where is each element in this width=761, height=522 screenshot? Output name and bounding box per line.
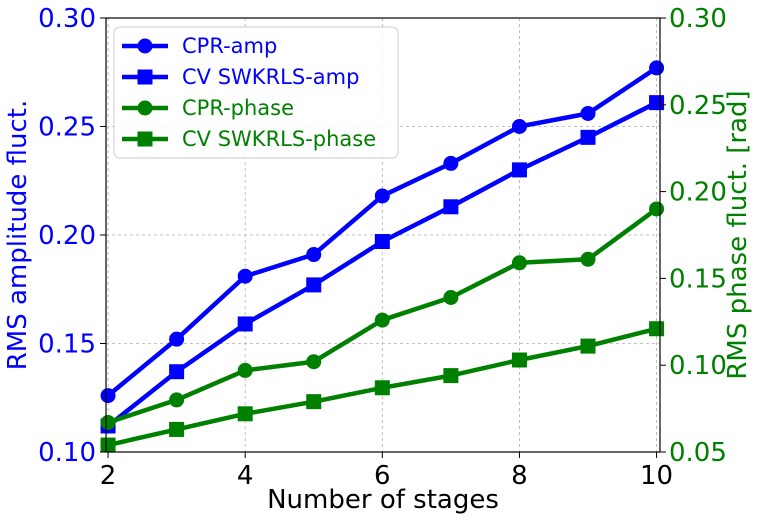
data-point [443, 199, 459, 215]
legend-label: CPR-phase [182, 96, 294, 120]
data-point [511, 352, 527, 368]
legend-item: CPR-phase [122, 96, 294, 120]
data-point [374, 188, 390, 204]
data-point [306, 277, 322, 293]
data-point [374, 234, 390, 250]
data-point [237, 406, 253, 422]
data-point [169, 364, 185, 380]
data-point [649, 321, 665, 337]
legend-label: CPR-amp [182, 34, 277, 58]
legend-marker [137, 38, 153, 54]
data-point [649, 95, 665, 111]
data-point [511, 119, 527, 134]
data-point [169, 331, 185, 347]
series-layer [100, 60, 665, 453]
data-point [443, 289, 459, 305]
series-cv-swkrls-phase [100, 321, 665, 453]
left-y-tick-label: 0.20 [38, 221, 96, 251]
left-y-tick-label: 0.25 [38, 113, 96, 143]
data-point [306, 394, 322, 410]
x-tick-label: 10 [640, 461, 673, 491]
legend-item: CPR-amp [122, 34, 277, 58]
series-cpr-amp [100, 60, 665, 404]
x-tick-label: 4 [237, 461, 254, 491]
data-point [237, 268, 253, 284]
axis-ticks: 2 4 6 8 10 0.10 0.15 0.20 0.25 0.30 0.05 0.10 0.15 0.… [38, 4, 727, 491]
legend-marker [137, 69, 153, 85]
legend-item: CV SWKRLS-amp [122, 65, 359, 89]
left-y-tick-label: 0.10 [38, 438, 96, 468]
left-y-tick-label: 0.30 [38, 4, 96, 34]
data-point [237, 362, 253, 378]
right-y-tick-label: 0.25 [669, 91, 727, 121]
legend-marker [137, 100, 153, 116]
data-point [100, 388, 116, 404]
data-point [649, 60, 665, 76]
data-point [306, 247, 322, 263]
data-point [374, 312, 390, 328]
data-point [100, 414, 116, 430]
x-tick-label: 8 [511, 461, 528, 491]
data-point [580, 129, 596, 145]
legend-label: CV SWKRLS-amp [182, 65, 359, 89]
legend-box [113, 26, 399, 159]
right-y-tick-label: 0.15 [669, 264, 727, 294]
data-point [511, 255, 527, 271]
right-y-tick-label: 0.30 [669, 4, 727, 34]
data-point [237, 316, 253, 332]
left-y-axis-label: RMS amplitude fluct. [3, 100, 33, 371]
data-point [580, 338, 596, 354]
data-point [100, 437, 116, 453]
data-point [580, 105, 596, 121]
left-y-tick-label: 0.15 [38, 330, 96, 360]
legend-label: CV SWKRLS-phase [182, 127, 376, 151]
data-point [511, 162, 527, 178]
legend-marker [137, 131, 153, 147]
data-point [649, 201, 665, 217]
data-point [306, 354, 322, 370]
data-point [443, 155, 459, 171]
right-y-tick-label: 0.10 [669, 351, 727, 381]
data-point [169, 421, 185, 437]
data-point [169, 392, 185, 408]
right-y-axis-label: RMS phase fluct. [rad] [723, 90, 753, 379]
legend-item: CV SWKRLS-phase [122, 127, 376, 151]
x-tick-label: 2 [100, 461, 117, 491]
right-y-tick-label: 0.05 [669, 438, 727, 468]
data-point [374, 380, 390, 396]
x-axis-label: Number of stages [267, 485, 499, 515]
data-point [580, 251, 596, 267]
x-tick-label: 6 [374, 461, 391, 491]
legend: CPR-amp CV SWKRLS-amp CPR-phase CV SWKRLS-p… [113, 26, 399, 159]
right-y-tick-label: 0.20 [669, 178, 727, 208]
data-point [443, 368, 459, 384]
